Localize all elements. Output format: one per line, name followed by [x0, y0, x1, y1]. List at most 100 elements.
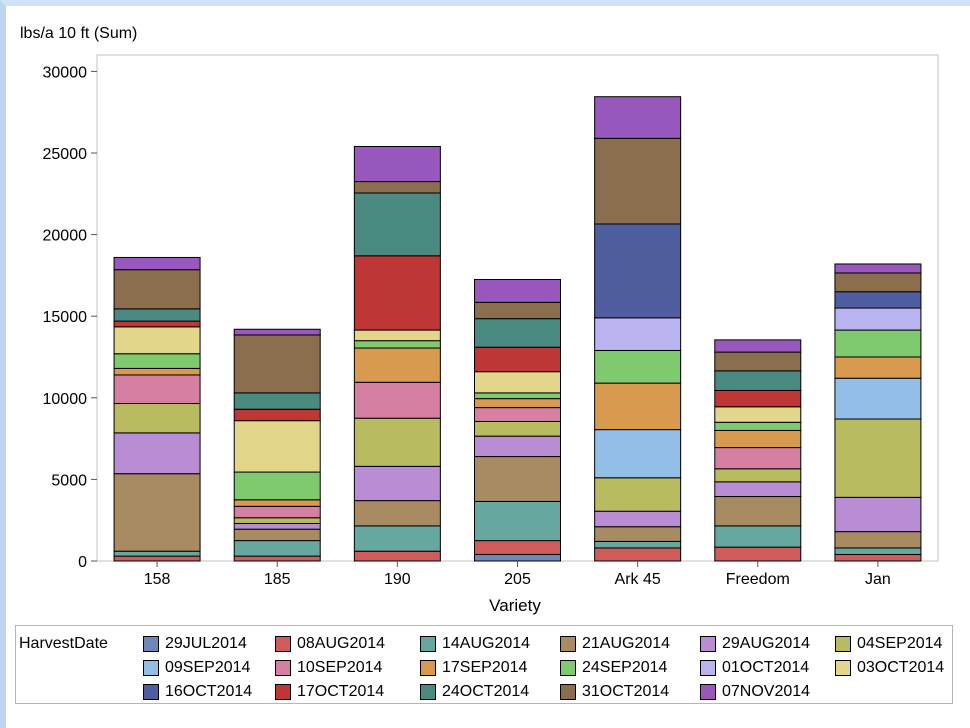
bar-segment — [353, 417, 441, 467]
bar-segment — [594, 526, 682, 542]
bar-segment — [834, 547, 922, 555]
legend-swatch — [275, 684, 291, 700]
bar-segment — [233, 392, 321, 410]
legend-item: 29JUL2014 — [143, 634, 247, 654]
y-tick-label: 0 — [78, 554, 87, 571]
y-axis: 0 5000 10000 15000 20000 25000 30000 — [43, 64, 97, 571]
legend-swatch — [835, 636, 851, 652]
bar-segment — [233, 420, 321, 473]
legend-item: 01OCT2014 — [700, 658, 809, 678]
bar-segment — [353, 347, 441, 383]
bar-segment — [834, 496, 922, 533]
legend-swatch — [420, 660, 436, 676]
y-tick-label: 30000 — [43, 64, 88, 81]
legend-swatch — [143, 660, 159, 676]
bar-segment — [474, 346, 561, 373]
legend-swatch — [835, 660, 851, 676]
legend-label: 29AUG2014 — [722, 635, 811, 652]
legend-label: 17OCT2014 — [297, 683, 385, 700]
x-tick-label: Jan — [865, 571, 891, 588]
bar-segment — [474, 301, 561, 320]
stacked-bar-chart: lbs/a 10 ft (Sum) Variety 0 5000 10000 1500… — [20, 25, 939, 615]
bar-segment — [834, 418, 922, 498]
bar-segment — [233, 499, 321, 507]
bar-segment — [594, 137, 682, 225]
bar-segment — [113, 374, 201, 405]
legend-item: 07NOV2014 — [700, 682, 810, 702]
legend-title: HarvestDate — [19, 635, 108, 652]
bar-segment — [474, 407, 561, 422]
bar-segment — [233, 408, 321, 422]
legend-item: 29AUG2014 — [700, 634, 810, 654]
bar-segment — [474, 540, 561, 555]
legend-label: 29JUL2014 — [165, 635, 247, 652]
bar-segment — [594, 382, 682, 431]
bar-segment — [353, 181, 441, 194]
bar-segment — [594, 317, 682, 351]
bar-segment — [353, 500, 441, 527]
bar-segment — [233, 517, 321, 524]
legend-item: 24OCT2014 — [420, 682, 529, 702]
bar-segment — [474, 398, 561, 409]
legend-label: 08AUG2014 — [297, 635, 386, 652]
bar-segment — [594, 510, 682, 528]
bar-segment — [113, 326, 201, 355]
bar-segment — [714, 496, 802, 527]
x-tick-label: 190 — [384, 571, 411, 588]
x-tick-label: Ark 45 — [615, 571, 661, 588]
legend-item: 03OCT2014 — [835, 658, 944, 678]
bar-segment — [474, 553, 561, 562]
bar-segment — [474, 420, 561, 437]
bar-segment — [714, 339, 802, 353]
bar-segment — [714, 389, 802, 408]
legend-swatch — [275, 660, 291, 676]
legend-swatch — [420, 684, 436, 700]
y-tick-label: 10000 — [43, 391, 88, 408]
legend-label: 24SEP2014 — [582, 659, 668, 676]
bar-segment — [113, 550, 201, 557]
bar-segment — [834, 272, 922, 293]
legend-swatch — [143, 636, 159, 652]
legend-label: 16OCT2014 — [165, 683, 253, 700]
bar-segment — [113, 555, 201, 562]
bar-segment — [474, 500, 561, 542]
legend-label: 24OCT2014 — [442, 683, 530, 700]
bar-segment — [834, 263, 922, 274]
legend-label: 21AUG2014 — [582, 635, 671, 652]
bar-segment — [474, 278, 561, 303]
legend-item: 24SEP2014 — [560, 658, 667, 678]
bar-segment — [714, 525, 802, 548]
bar-segment — [474, 456, 561, 502]
bar-segment — [353, 381, 441, 419]
legend-swatch — [700, 684, 716, 700]
bar-segment — [594, 477, 682, 512]
legend-item: 10SEP2014 — [275, 658, 382, 678]
bar-segment — [233, 328, 321, 336]
bar-segment — [594, 96, 682, 139]
bar-segment — [474, 318, 561, 348]
bar-segment — [233, 334, 321, 394]
bar-segment — [113, 308, 201, 322]
bar-segment — [113, 473, 201, 552]
bar-segment — [714, 406, 802, 423]
legend-item: 31OCT2014 — [560, 682, 669, 702]
bar-segment — [233, 471, 321, 501]
legend-label: 09SEP2014 — [165, 659, 251, 676]
legend-swatch — [560, 660, 576, 676]
bar-segment — [353, 340, 441, 349]
legend-label: 07NOV2014 — [722, 683, 811, 700]
bar-segment — [834, 356, 922, 379]
bar-segment — [594, 547, 682, 562]
bar-segment — [714, 370, 802, 391]
legend-label: 10SEP2014 — [297, 659, 383, 676]
legend-swatch — [143, 684, 159, 700]
legend-swatch — [420, 636, 436, 652]
bar-segment — [353, 465, 441, 502]
bar-segment — [113, 367, 201, 376]
bar-segment — [474, 392, 561, 400]
bar-segment — [594, 223, 682, 319]
bar-segment — [353, 145, 441, 183]
x-axis-label: Variety — [489, 596, 541, 615]
bar-segment — [834, 377, 922, 420]
bar-segment — [353, 329, 441, 342]
